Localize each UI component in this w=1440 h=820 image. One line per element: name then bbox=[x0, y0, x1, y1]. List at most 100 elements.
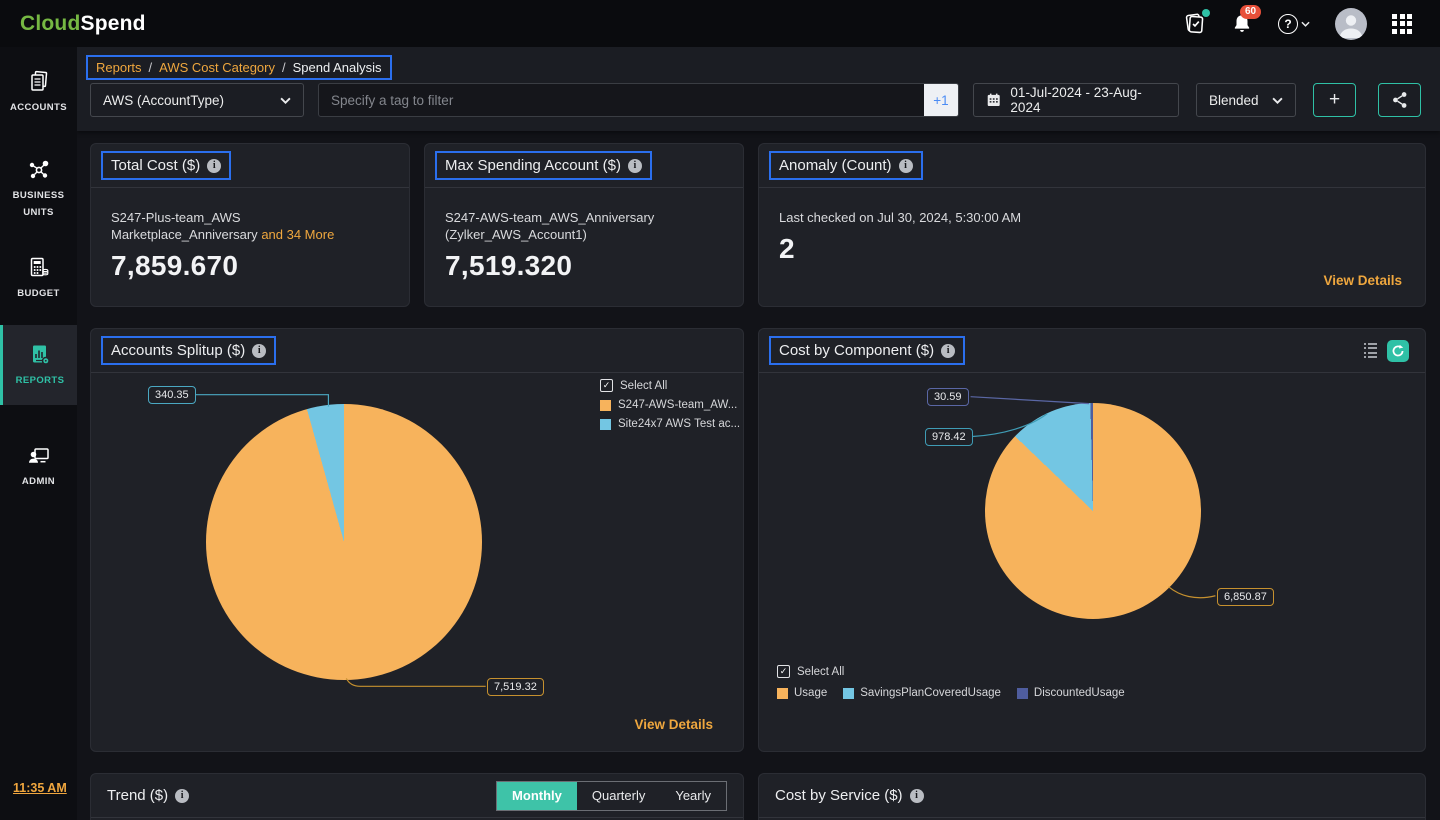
breadcrumb-current: Spend Analysis bbox=[292, 60, 382, 75]
breadcrumb-aws-cost-category[interactable]: AWS Cost Category bbox=[159, 60, 275, 75]
cost-by-component-legend: Select All Usage SavingsPlanCoveredUsage… bbox=[777, 665, 1125, 699]
pie-callout-usage: 6,850.87 bbox=[1217, 588, 1274, 606]
date-range-picker[interactable]: 01-Jul-2024 - 23-Aug-2024 bbox=[973, 83, 1179, 117]
more-accounts-link[interactable]: and 34 More bbox=[261, 227, 335, 243]
notifications-bell-icon[interactable]: 60 bbox=[1231, 4, 1262, 35]
pie-callout-s247: 7,519.32 bbox=[487, 678, 544, 696]
list-view-icon[interactable] bbox=[1364, 342, 1377, 359]
pie-callout-discounted: 30.59 bbox=[927, 388, 969, 406]
account-type-dropdown[interactable]: AWS (AccountType) bbox=[90, 83, 304, 117]
legend-label-savingsplan[interactable]: SavingsPlanCoveredUsage bbox=[860, 687, 1001, 699]
sidebar-item-accounts[interactable]: ACCOUNTS bbox=[0, 69, 77, 117]
accounts-splitup-pie-chart[interactable] bbox=[206, 404, 482, 680]
legend-swatch-discounted bbox=[1016, 687, 1028, 699]
filter-toolbar: Reports / AWS Cost Category / Spend Anal… bbox=[77, 47, 1440, 131]
cost-by-service-title: Cost by Service ($) bbox=[769, 787, 924, 804]
sidebar-item-admin[interactable]: ADMIN bbox=[0, 443, 77, 491]
anomaly-last-checked: Last checked on Jul 30, 2024, 5:30:00 AM bbox=[779, 210, 1022, 225]
business-units-icon bbox=[29, 160, 48, 179]
add-button[interactable]: + bbox=[1313, 83, 1356, 117]
tag-overflow-badge[interactable]: +1 bbox=[924, 84, 958, 116]
cost-by-component-card: Cost by Component ($) 30.59 bbox=[758, 328, 1426, 752]
time-tooltip[interactable]: 11:35 AM bbox=[13, 781, 67, 795]
tasks-status-dot bbox=[1202, 9, 1210, 17]
legend-label-s247[interactable]: S247-AWS-team_AW... bbox=[618, 399, 738, 411]
anomaly-value: 2 bbox=[779, 233, 795, 265]
apps-grid-icon[interactable] bbox=[1392, 13, 1412, 34]
accounts-view-details-link[interactable]: View Details bbox=[634, 717, 713, 732]
dashboard-content: Total Cost ($) S247-Plus-team_AWS Market… bbox=[77, 131, 1440, 820]
sidebar-item-budget[interactable]: BUDGET bbox=[0, 255, 77, 303]
tab-monthly[interactable]: Monthly bbox=[497, 781, 577, 810]
cloudspend-logo: CloudSpend bbox=[20, 12, 146, 36]
trend-card: Trend ($) Monthly Quarterly Yearly bbox=[90, 773, 744, 820]
total-cost-value: 7,859.670 bbox=[111, 250, 239, 282]
sidebar-label-accounts: ACCOUNTS bbox=[9, 102, 68, 113]
share-icon bbox=[1392, 92, 1406, 108]
info-icon[interactable] bbox=[627, 158, 642, 173]
accounts-icon bbox=[30, 70, 47, 91]
date-range-value: 01-Jul-2024 - 23-Aug-2024 bbox=[1010, 85, 1142, 115]
refresh-icon bbox=[1392, 344, 1404, 356]
select-all-label: Select All bbox=[797, 665, 845, 678]
help-menu[interactable] bbox=[1278, 13, 1310, 34]
sidebar-nav: ACCOUNTS BUSINESS UNITS BUDGET bbox=[0, 47, 77, 820]
legend-swatch-usage bbox=[777, 687, 788, 699]
legend-label-site24x7[interactable]: Site24x7 AWS Test ac... bbox=[618, 418, 741, 430]
tag-filter-input[interactable] bbox=[331, 92, 924, 108]
refresh-chart-button[interactable] bbox=[1387, 339, 1409, 362]
info-icon[interactable] bbox=[909, 788, 924, 803]
calendar-icon bbox=[987, 93, 1000, 106]
cost-view-value: Blended bbox=[1209, 92, 1259, 108]
legend-swatch-s247 bbox=[600, 399, 611, 411]
sidebar-item-reports[interactable]: REPORTS bbox=[0, 325, 77, 405]
logo-spend: Spend bbox=[80, 11, 146, 35]
cost-view-dropdown[interactable]: Blended bbox=[1196, 83, 1296, 117]
sidebar-label-budget: BUDGET bbox=[17, 288, 60, 299]
notification-count-badge: 60 bbox=[1240, 4, 1262, 19]
breadcrumb-reports[interactable]: Reports bbox=[96, 60, 142, 75]
info-icon[interactable] bbox=[252, 343, 267, 358]
max-spending-value: 7,519.320 bbox=[445, 250, 573, 282]
info-icon[interactable] bbox=[175, 788, 190, 803]
admin-icon bbox=[28, 448, 49, 463]
chevron-down-icon bbox=[280, 97, 291, 104]
anomaly-view-details-link[interactable]: View Details bbox=[1323, 273, 1402, 288]
select-all-checkbox[interactable] bbox=[777, 665, 790, 678]
sidebar-item-business-units[interactable]: BUSINESS UNITS bbox=[0, 157, 77, 221]
max-spending-card: Max Spending Account ($) S247-AWS-team_A… bbox=[424, 143, 744, 307]
tab-yearly[interactable]: Yearly bbox=[675, 788, 711, 803]
anomaly-card: Anomaly (Count) Last checked on Jul 30, … bbox=[758, 143, 1426, 307]
max-spending-account: S247-AWS-team_AWS_Anniversary (Zylker_AW… bbox=[445, 210, 655, 243]
sidebar-label-admin: ADMIN bbox=[21, 476, 56, 487]
sidebar-label-units: UNITS bbox=[23, 206, 54, 218]
sidebar-label-reports: REPORTS bbox=[15, 375, 65, 386]
sidebar-label-business: BUSINESS bbox=[12, 190, 65, 201]
cost-by-service-card: Cost by Service ($) bbox=[758, 773, 1426, 820]
cost-by-component-pie-chart[interactable] bbox=[985, 403, 1201, 619]
budget-icon bbox=[30, 257, 48, 277]
breadcrumb: Reports / AWS Cost Category / Spend Anal… bbox=[86, 55, 392, 80]
cost-by-component-title: Cost by Component ($) bbox=[769, 336, 966, 365]
breadcrumb-separator: / bbox=[148, 60, 153, 75]
tab-quarterly[interactable]: Quarterly bbox=[591, 788, 646, 803]
top-bar: CloudSpend 60 bbox=[0, 0, 1440, 47]
anomaly-title: Anomaly (Count) bbox=[769, 151, 923, 180]
pie-callout-savingsplan: 978.42 bbox=[925, 428, 973, 446]
trend-period-tabs: Monthly Quarterly Yearly bbox=[496, 780, 727, 811]
legend-swatch-site24x7 bbox=[600, 418, 611, 430]
select-all-label: Select All bbox=[620, 379, 668, 392]
breadcrumb-separator: / bbox=[282, 60, 286, 75]
legend-label-discounted[interactable]: DiscountedUsage bbox=[1033, 687, 1125, 699]
reports-icon bbox=[33, 345, 50, 365]
info-icon[interactable] bbox=[207, 158, 222, 173]
user-avatar[interactable] bbox=[1335, 7, 1367, 40]
share-button[interactable] bbox=[1378, 83, 1421, 117]
info-icon[interactable] bbox=[898, 158, 913, 173]
select-all-checkbox[interactable] bbox=[600, 379, 613, 392]
legend-label-usage[interactable]: Usage bbox=[794, 687, 828, 699]
info-icon[interactable] bbox=[941, 343, 956, 358]
accounts-splitup-title: Accounts Splitup ($) bbox=[101, 336, 277, 365]
tasks-icon[interactable] bbox=[1183, 9, 1210, 35]
chevron-down-icon bbox=[1272, 97, 1283, 104]
